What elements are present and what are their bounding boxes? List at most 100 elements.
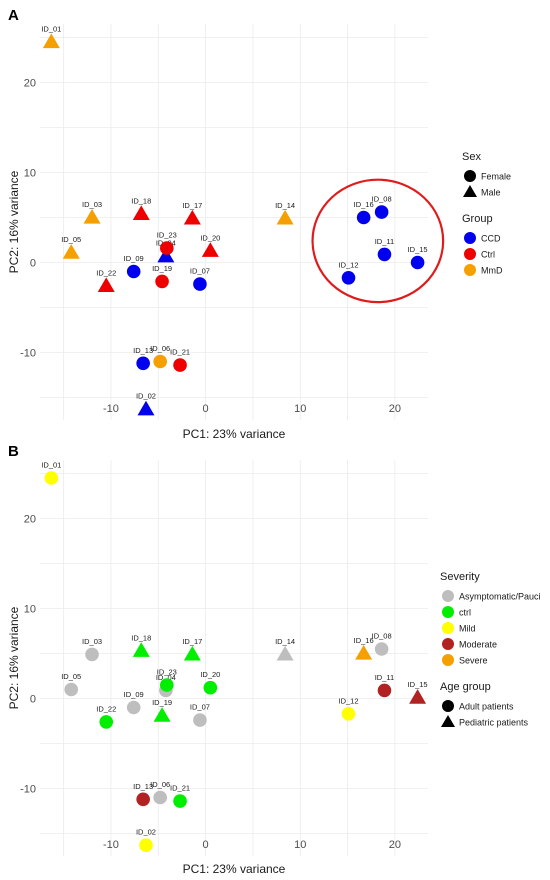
- legend-key-color: [442, 590, 454, 602]
- panel-b: B -10 0 10 20 -10 0 10 20 PC1: 23% variance PC2: 1…: [7, 443, 541, 876]
- point-label: ID_07: [190, 267, 210, 276]
- point-label: ID_21: [170, 348, 190, 357]
- legend-label: Male: [481, 188, 501, 198]
- legend-key-color: [442, 606, 454, 618]
- data-points: ID_01ID_02ID_03ID_04ID_05ID_06ID_07ID_08…: [41, 25, 428, 416]
- data-point: [173, 794, 187, 808]
- x-tick-label: -10: [103, 839, 119, 851]
- data-point: [126, 264, 141, 279]
- y-tick-label: -10: [20, 348, 36, 360]
- gridlines: [40, 460, 428, 856]
- point-label: ID_08: [372, 195, 392, 204]
- y-tick-label: 20: [24, 78, 36, 90]
- y-axis-title: PC2: 16% variance: [7, 606, 21, 709]
- data-point: [97, 277, 115, 293]
- data-point: [203, 680, 218, 695]
- legend-label: Asymptomatic/Pauci: [459, 592, 541, 602]
- data-point: [153, 707, 171, 722]
- data-point: [410, 255, 425, 270]
- point-label: ID_06: [150, 780, 170, 789]
- data-point: [193, 713, 207, 727]
- data-point: [157, 247, 175, 263]
- point-label: ID_03: [82, 200, 102, 209]
- data-point: [374, 205, 389, 219]
- data-point: [377, 683, 392, 698]
- data-point: [136, 792, 150, 807]
- point-label: ID_22: [96, 268, 116, 277]
- data-point: [201, 242, 219, 257]
- data-point: [64, 682, 79, 697]
- data-point: [136, 356, 150, 371]
- point-label: ID_18: [131, 196, 151, 205]
- data-point: [153, 354, 167, 369]
- data-point: [276, 209, 294, 225]
- legend-label: Adult patients: [459, 702, 514, 712]
- point-label: ID_22: [96, 704, 116, 713]
- point-label: ID_05: [61, 235, 81, 244]
- data-point: [139, 838, 153, 852]
- point-label: ID_11: [375, 673, 394, 682]
- legend-label: Pediatric patients: [459, 718, 529, 728]
- panel-letter: B: [8, 443, 19, 460]
- x-tick-label: 0: [203, 403, 209, 415]
- data-point: [85, 647, 99, 662]
- legend-label: ctrl: [459, 608, 471, 618]
- point-label: ID_23: [157, 668, 177, 677]
- point-label: ID_08: [372, 632, 392, 641]
- point-label: ID_02: [136, 392, 156, 401]
- point-label: ID_19: [152, 264, 172, 273]
- point-label: ID_17: [182, 637, 202, 646]
- point-label: ID_01: [41, 461, 61, 470]
- y-tick-label: 0: [30, 258, 36, 270]
- legend-label: CCD: [481, 234, 501, 244]
- point-label: ID_15: [408, 245, 428, 254]
- legend-label: MmD: [481, 266, 503, 276]
- point-label: ID_01: [41, 25, 61, 34]
- y-axis-title: PC2: 16% variance: [7, 170, 21, 273]
- data-point: [155, 274, 169, 289]
- legend-label: Ctrl: [481, 250, 495, 260]
- point-label: ID_13: [133, 346, 153, 355]
- point-label: ID_20: [200, 233, 220, 242]
- point-label: ID_17: [182, 201, 202, 210]
- data-points: ID_01ID_02ID_03ID_04ID_05ID_06ID_07ID_08…: [41, 461, 428, 852]
- point-label: ID_12: [338, 696, 358, 705]
- data-point: [377, 247, 392, 262]
- data-point: [44, 471, 59, 485]
- y-tick-label: 10: [24, 168, 36, 180]
- x-tick-label: 20: [389, 403, 401, 415]
- point-label: ID_13: [133, 782, 153, 791]
- point-label: ID_12: [338, 260, 358, 269]
- legend-label: Female: [481, 172, 511, 182]
- legend-key-color: [442, 622, 454, 634]
- y-tick-label: 0: [30, 694, 36, 706]
- data-point: [42, 33, 60, 49]
- point-label: ID_21: [170, 784, 190, 793]
- legend-key-circle: [464, 170, 476, 182]
- legend-title: Severity: [440, 571, 480, 583]
- data-point: [183, 645, 201, 661]
- x-tick-label: 10: [294, 839, 306, 851]
- legend-key-color: [442, 654, 454, 666]
- point-label: ID_20: [200, 670, 220, 679]
- point-label: ID_14: [275, 637, 295, 646]
- data-point: [99, 715, 114, 729]
- data-point: [126, 700, 141, 715]
- data-point: [62, 244, 80, 259]
- legend-key-circle: [442, 700, 454, 712]
- gridlines: [40, 24, 428, 420]
- x-tick-label: 20: [389, 839, 401, 851]
- panel-a: A -10 0 10 20 -10 0 10 20 PC1: 23% variance PC2: 1…: [7, 7, 511, 441]
- point-label: ID_16: [354, 200, 374, 209]
- data-point: [355, 645, 373, 660]
- point-label: ID_09: [124, 254, 144, 263]
- point-label: ID_19: [152, 698, 172, 707]
- legend-label: Severe: [459, 656, 488, 666]
- x-axis-title: PC1: 23% variance: [183, 862, 286, 876]
- x-tick-label: 10: [294, 403, 306, 415]
- point-label: ID_11: [375, 237, 394, 246]
- data-point: [132, 642, 150, 657]
- legend-title: Age group: [440, 681, 491, 693]
- point-label: ID_05: [61, 672, 81, 681]
